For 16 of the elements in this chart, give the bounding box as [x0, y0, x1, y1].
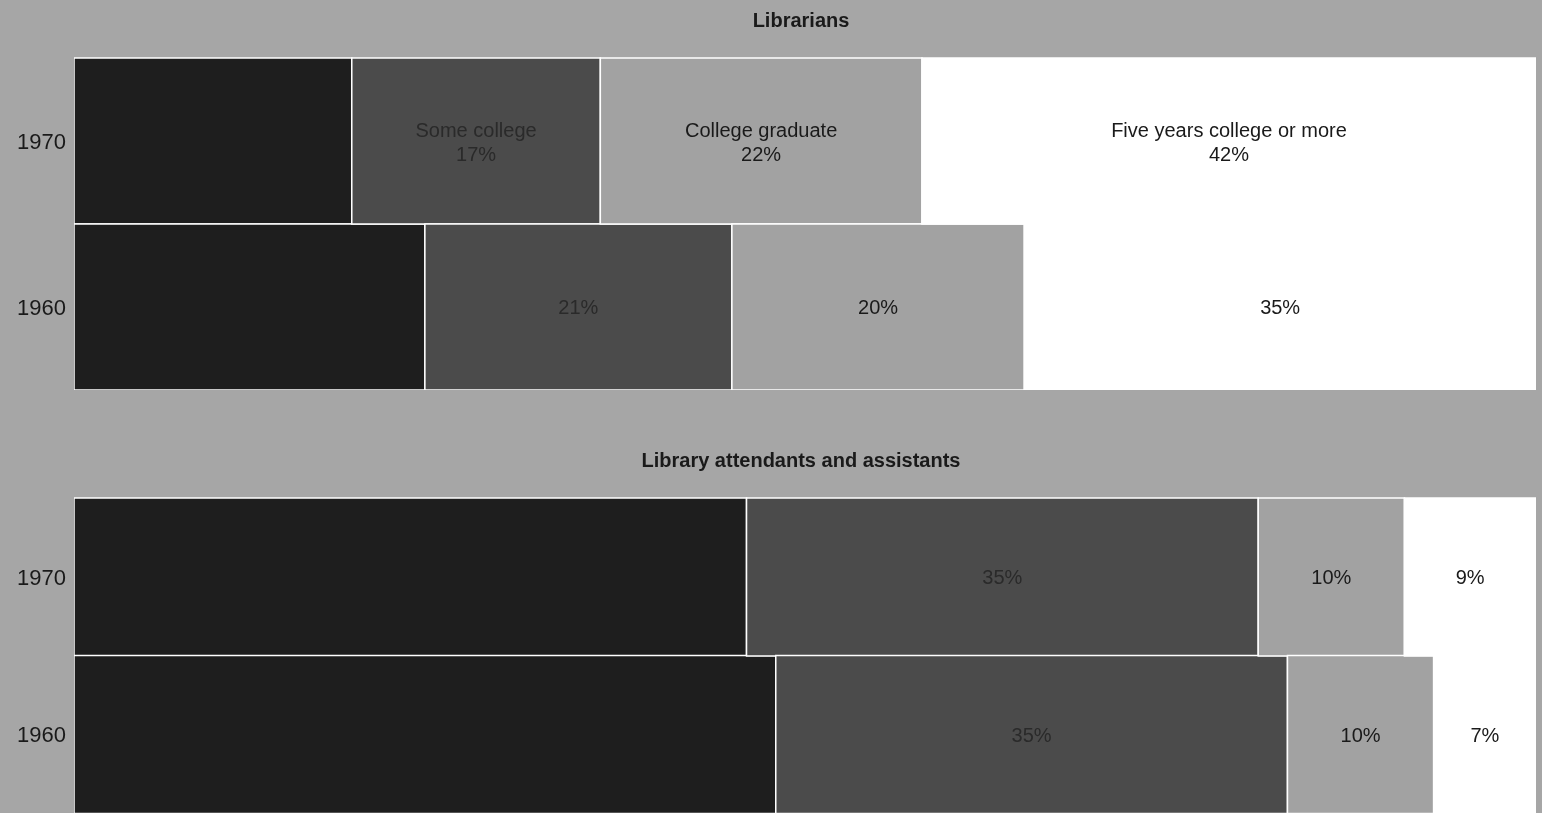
data-label: 9%	[1455, 566, 1485, 588]
data-label: 10%	[1340, 723, 1381, 746]
data-label: 22%	[741, 143, 782, 165]
y-tick-label: 1970	[17, 128, 66, 154]
data-label: 7%	[1470, 723, 1500, 746]
chart-title: Librarians	[751, 8, 851, 33]
data-label: 42%	[1208, 143, 1250, 165]
y-tick-label: 1960	[17, 294, 66, 320]
y-tick-label: 1960	[17, 722, 66, 748]
series-label: College graduate	[684, 119, 838, 141]
chart-title: Library attendants and assistants	[640, 448, 962, 473]
data-label: 20%	[858, 296, 899, 318]
data-label: 35%	[1260, 296, 1301, 318]
series-label: Five years college or more	[1111, 119, 1347, 141]
y-tick-label: 1970	[17, 564, 66, 590]
data-label: 10%	[1311, 566, 1352, 588]
